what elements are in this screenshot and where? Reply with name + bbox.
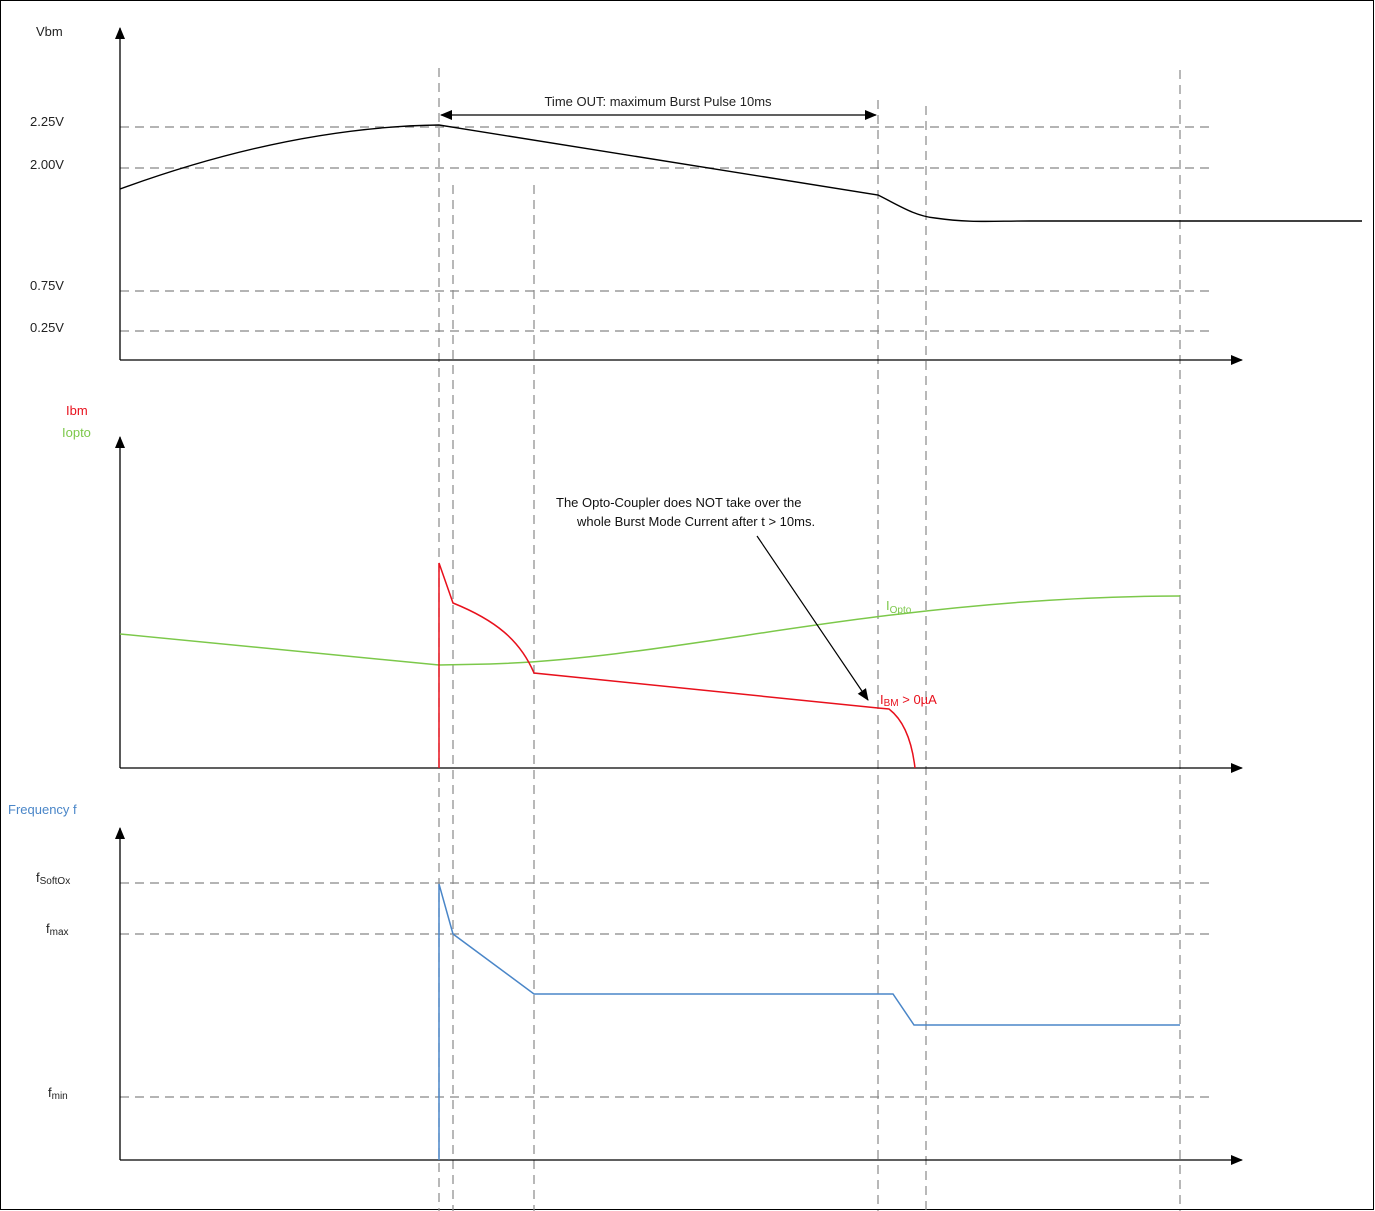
opto-note-line1: The Opto-Coupler does NOT take over the: [556, 495, 801, 510]
vbm-level-lines: [120, 126, 1215, 332]
frequency-curve: [438, 883, 1180, 1160]
vbm-axis-label: Vbm: [36, 24, 63, 39]
vbm-level-label: 0.75V: [30, 278, 64, 293]
freq-level-label: fmin: [48, 1085, 68, 1102]
timeout-label: Time OUT: maximum Burst Pulse 10ms: [544, 94, 772, 109]
panel-vbm: Vbm 2.25V 2.00V 0.75V 0.25V Time OUT: ma…: [30, 24, 1362, 365]
freq-level-lines: [120, 882, 1215, 1098]
vbm-level-label: 0.25V: [30, 320, 64, 335]
ibm-axis-label: Ibm: [66, 403, 88, 418]
ibm-curve-tag: IBM > 0µA: [880, 692, 937, 709]
panel-frequency: Frequency f fSoftOx fmax fmin: [8, 802, 1243, 1165]
opto-note-line2: whole Burst Mode Current after t > 10ms.: [576, 514, 815, 529]
iopto-axis-label: Iopto: [62, 425, 91, 440]
vbm-level-label: 2.00V: [30, 157, 64, 172]
freq-level-label: fmax: [46, 921, 69, 938]
time-markers: [438, 68, 1181, 1211]
opto-note-arrow: [756, 535, 869, 701]
ibm-curve: [438, 562, 916, 769]
iopto-curve-tag: IOpto: [886, 598, 912, 616]
vbm-curve: [119, 124, 1362, 223]
freq-axis-label: Frequency f: [8, 802, 77, 817]
panel-current: Ibm Iopto IOpto IBM > 0µA The Opto-Coupl…: [62, 403, 1243, 773]
vbm-level-label: 2.25V: [30, 114, 64, 129]
iopto-curve: [119, 595, 1181, 666]
freq-level-label: fSoftOx: [36, 870, 70, 887]
